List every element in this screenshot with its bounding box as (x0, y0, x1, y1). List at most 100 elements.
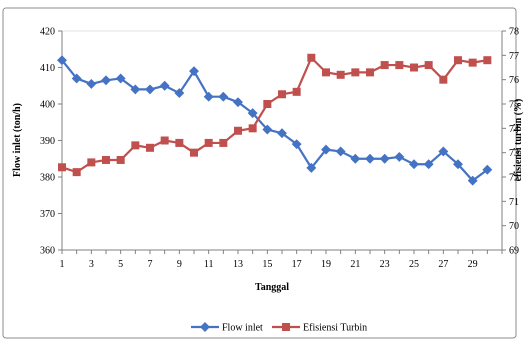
data-point-flow-inlet (423, 159, 434, 170)
data-point-flow-inlet (86, 78, 97, 89)
y-right-tick-label: 71 (509, 197, 519, 208)
y-right-tick-label: 75 (509, 100, 519, 111)
data-point-flow-inlet (482, 164, 493, 175)
y-right-tick-label: 74 (509, 124, 519, 135)
series-layer (57, 53, 493, 186)
x-axis-title: Tanggal (255, 282, 289, 293)
y-left-tick-label: 390 (40, 136, 55, 147)
data-point-efisiensi-turbin (292, 87, 301, 96)
y-left-tick-label: 370 (40, 209, 55, 220)
data-point-efisiensi-turbin (87, 158, 96, 167)
legend-marker-efisiensi-turbin (282, 323, 290, 331)
data-point-flow-inlet (350, 153, 361, 164)
data-point-flow-inlet (130, 84, 141, 95)
data-point-efisiensi-turbin (146, 143, 154, 152)
y-right-tick-label: 77 (509, 51, 519, 62)
y-right-tick-label: 78 (509, 27, 519, 38)
data-point-flow-inlet (379, 153, 390, 164)
legend: Flow inlet Efisiensi Turbin (191, 322, 367, 334)
y-left-tick-label: 380 (40, 173, 55, 184)
data-point-efisiensi-turbin (131, 141, 140, 150)
data-point-flow-inlet (306, 162, 317, 173)
data-point-flow-inlet (189, 66, 199, 77)
chart-frame (2, 7, 517, 339)
x-tick-label: 17 (292, 259, 302, 270)
data-point-efisiensi-turbin (395, 61, 404, 70)
data-point-flow-inlet (453, 159, 463, 170)
y-left-tick-label: 360 (40, 246, 55, 257)
x-tick-label: 21 (350, 259, 360, 270)
data-point-efisiensi-turbin (72, 168, 81, 177)
data-point-flow-inlet (57, 55, 67, 66)
x-tick-label: 27 (438, 259, 448, 270)
data-point-efisiensi-turbin (307, 53, 316, 62)
legend-label-flow-inlet: Flow inlet (222, 323, 263, 334)
data-point-efisiensi-turbin (102, 155, 110, 164)
data-point-flow-inlet (277, 128, 287, 139)
y-left-tick-label: 410 (40, 63, 55, 74)
data-point-efisiensi-turbin (58, 163, 66, 172)
data-point-efisiensi-turbin (439, 75, 448, 84)
data-point-flow-inlet (145, 84, 155, 95)
data-point-flow-inlet (321, 144, 331, 155)
data-point-efisiensi-turbin (190, 148, 198, 157)
data-point-efisiensi-turbin (380, 61, 389, 70)
data-point-flow-inlet (203, 91, 214, 102)
data-point-efisiensi-turbin (263, 100, 272, 108)
data-point-flow-inlet (262, 124, 273, 135)
data-point-efisiensi-turbin (175, 138, 184, 147)
y-axis-right-title: efisiensi turbin (%) (513, 99, 524, 182)
y-axis-left-ticks: 360 370 380 390 400 410 420 (40, 27, 62, 257)
x-tick-label: 3 (89, 259, 94, 270)
legend-marker-flow-inlet (200, 322, 210, 332)
data-point-efisiensi-turbin (278, 90, 286, 99)
data-point-efisiensi-turbin (351, 68, 360, 77)
x-tick-label: 25 (409, 259, 419, 270)
data-point-efisiensi-turbin (366, 68, 374, 77)
data-point-flow-inlet (467, 175, 478, 186)
y-axis-left-title: Flow inlet (ton/h) (12, 103, 23, 177)
data-point-flow-inlet (438, 146, 449, 157)
data-point-efisiensi-turbin (204, 138, 213, 147)
data-point-flow-inlet (174, 88, 185, 99)
data-point-flow-inlet (101, 75, 111, 86)
y-right-tick-label: 76 (509, 75, 519, 86)
y-left-tick-label: 400 (40, 100, 55, 111)
data-point-efisiensi-turbin (248, 124, 257, 133)
data-point-flow-inlet (409, 159, 419, 170)
data-point-flow-inlet (335, 146, 346, 157)
data-point-flow-inlet (233, 97, 243, 108)
y-right-tick-label: 70 (509, 221, 519, 232)
legend-label-efisiensi-turbin: Efisiensi Turbin (303, 323, 367, 334)
y-right-tick-label: 73 (509, 148, 519, 159)
x-tick-label: 11 (204, 259, 214, 270)
data-point-efisiensi-turbin (234, 126, 242, 135)
y-axis-right-ticks: 69 70 71 72 73 74 75 76 77 78 (502, 27, 519, 257)
legend-item-efisiensi-turbin: Efisiensi Turbin (272, 323, 367, 334)
data-point-efisiensi-turbin (219, 138, 228, 147)
data-point-flow-inlet (291, 139, 302, 150)
x-tick-label: 9 (177, 259, 182, 270)
data-point-flow-inlet (394, 151, 405, 162)
x-tick-label: 7 (148, 259, 153, 270)
y-right-tick-label: 72 (509, 173, 519, 184)
x-tick-label: 23 (380, 259, 390, 270)
data-point-efisiensi-turbin (468, 58, 477, 67)
data-point-flow-inlet (159, 80, 170, 91)
x-tick-label: 19 (321, 259, 331, 270)
data-point-flow-inlet (218, 91, 229, 102)
data-point-efisiensi-turbin (336, 70, 345, 79)
y-left-tick-label: 420 (40, 27, 55, 38)
data-point-flow-inlet (365, 153, 375, 164)
data-point-efisiensi-turbin (454, 56, 462, 65)
data-point-efisiensi-turbin (483, 56, 492, 65)
x-tick-label: 1 (60, 259, 65, 270)
x-tick-label: 29 (468, 259, 478, 270)
data-point-efisiensi-turbin (424, 61, 433, 70)
x-tick-label: 15 (262, 259, 272, 270)
data-point-efisiensi-turbin (116, 155, 125, 164)
legend-item-flow-inlet: Flow inlet (191, 322, 263, 334)
x-tick-label: 13 (233, 259, 243, 270)
